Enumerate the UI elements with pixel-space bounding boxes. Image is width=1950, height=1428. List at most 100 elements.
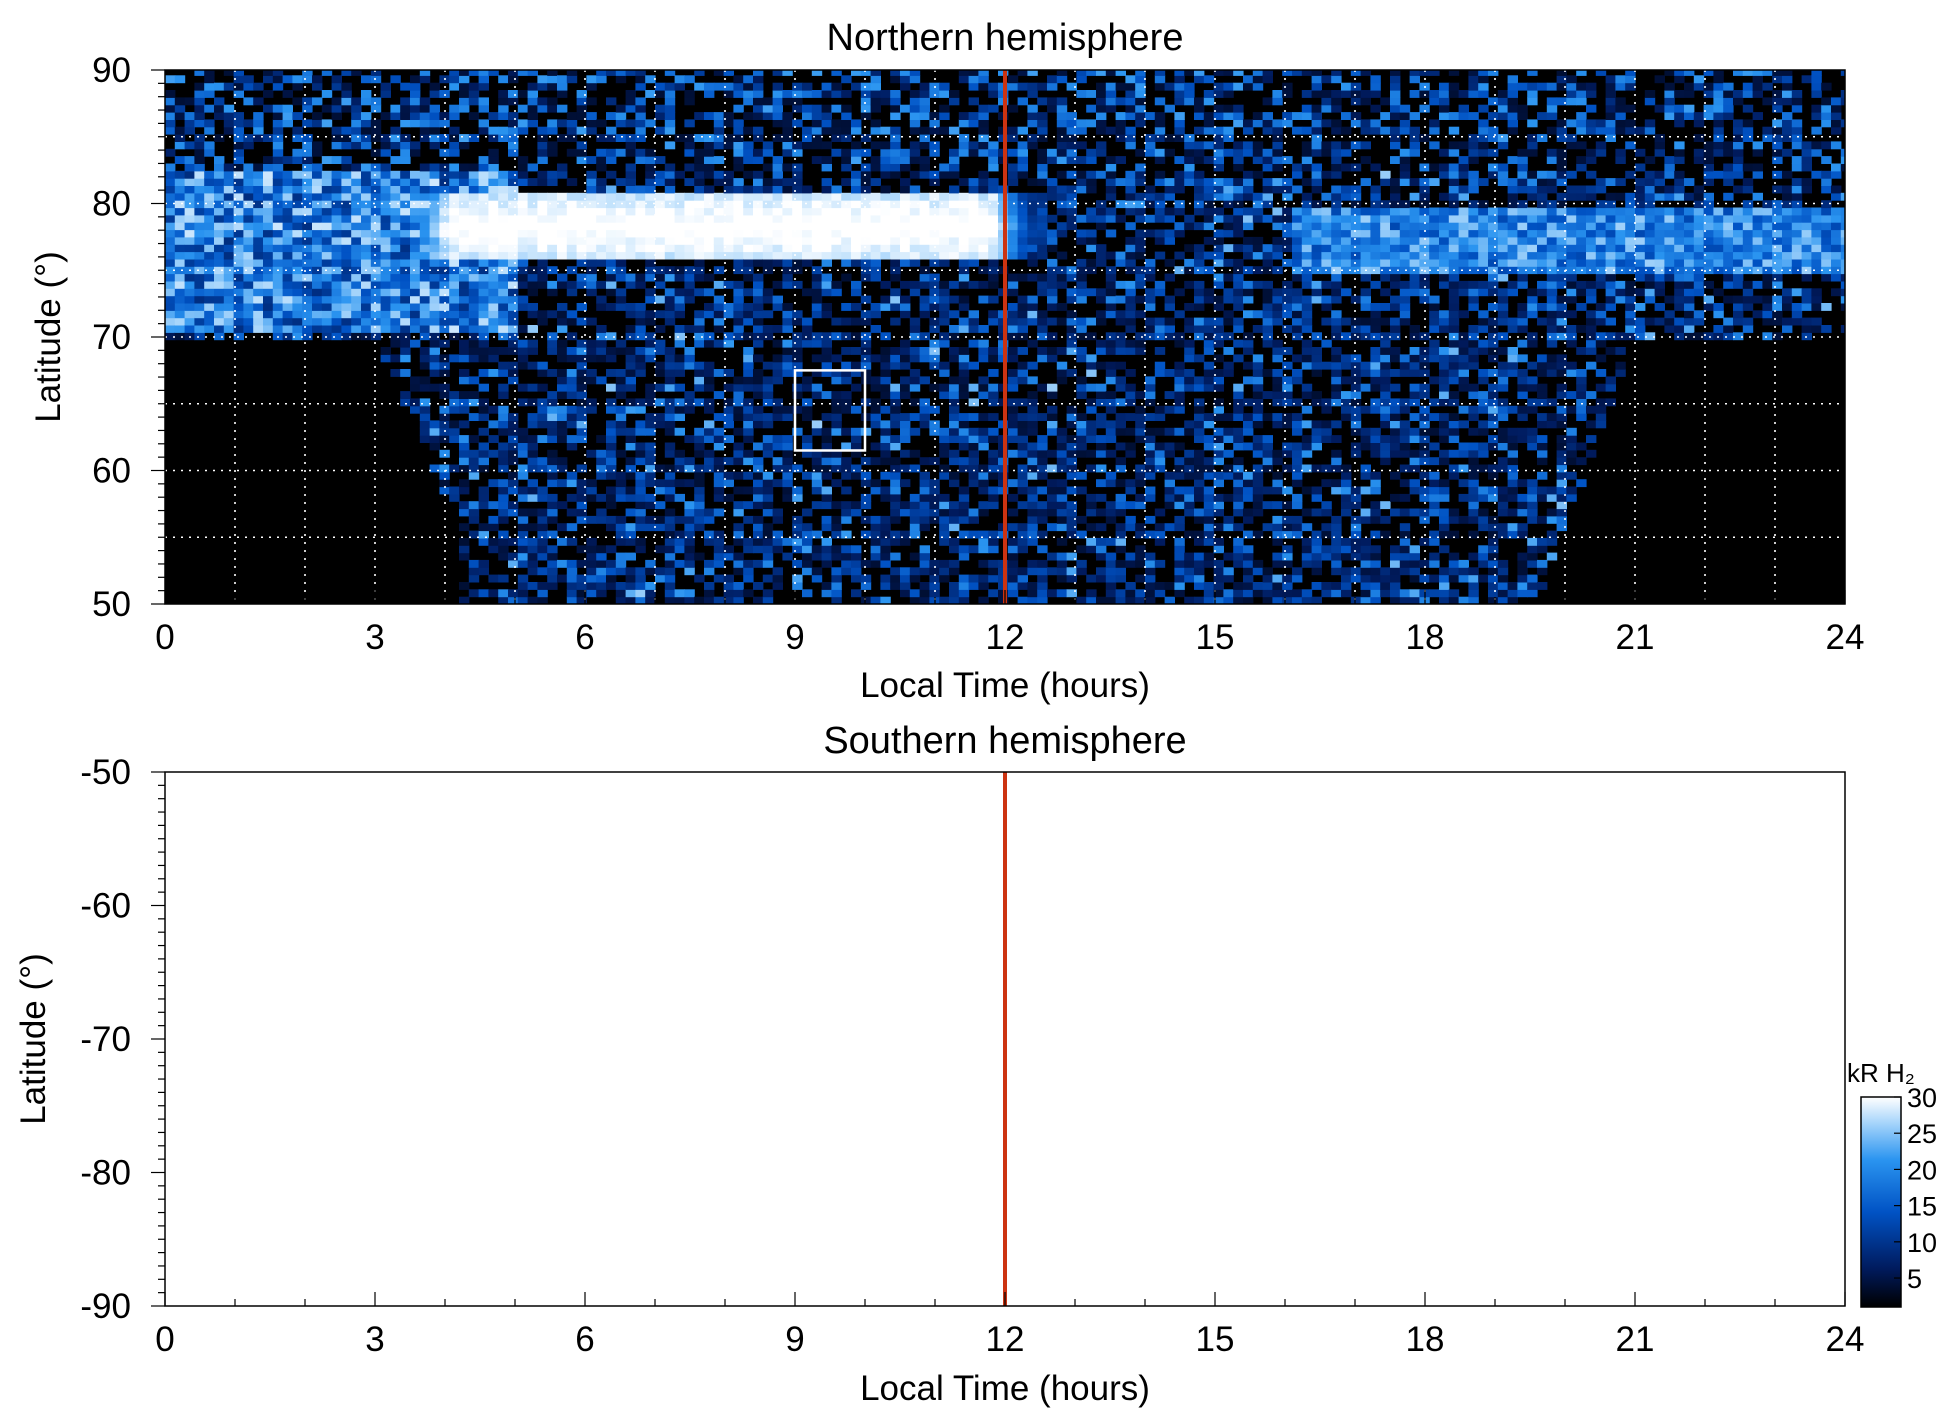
heatmap-cell — [1027, 537, 1038, 546]
heatmap-cell — [949, 244, 960, 253]
heatmap-cell — [1056, 156, 1068, 164]
heatmap-cell — [753, 405, 764, 414]
heatmap-cell — [312, 258, 323, 267]
heatmap-cell — [419, 97, 431, 106]
heatmap-cell — [517, 435, 529, 443]
heatmap-cell — [174, 310, 186, 319]
heatmap-cell — [1056, 369, 1068, 377]
heatmap-cell — [1203, 486, 1215, 495]
heatmap-cell — [1154, 530, 1166, 539]
heatmap-cell — [841, 258, 852, 267]
heatmap-cell — [625, 244, 636, 253]
heatmap-cell — [174, 178, 186, 186]
heatmap-cell — [1037, 559, 1048, 568]
heatmap-cell — [968, 325, 979, 333]
heatmap-cell — [743, 317, 754, 326]
heatmap-cell — [1194, 486, 1205, 495]
heatmap-cell — [596, 200, 607, 209]
heatmap-cell — [860, 178, 872, 186]
heatmap-cell — [782, 413, 793, 421]
heatmap-cell — [958, 258, 970, 267]
heatmap-cell — [684, 207, 695, 216]
heatmap-cell — [1135, 347, 1146, 355]
heatmap-cell — [214, 310, 225, 319]
heatmap-cell — [390, 104, 401, 113]
heatmap-cell — [615, 273, 627, 282]
heatmap-cell — [429, 280, 440, 289]
heatmap-cell — [949, 200, 960, 209]
heatmap-cell — [1105, 207, 1117, 216]
heatmap-cell — [625, 369, 636, 377]
heatmap-cell — [988, 435, 999, 443]
heatmap-cell — [1272, 347, 1283, 355]
heatmap-cell — [459, 303, 470, 311]
heatmap-cell — [664, 104, 676, 113]
heatmap-cell — [1027, 317, 1038, 326]
heatmap-cell — [1194, 574, 1205, 583]
heatmap-cell — [851, 303, 862, 311]
heatmap-cell — [841, 134, 852, 142]
heatmap-cell — [1037, 192, 1048, 201]
heatmap-cell — [184, 222, 195, 231]
heatmap-cell — [1007, 236, 1019, 245]
heatmap-cell — [1037, 280, 1048, 289]
heatmap-cell — [733, 222, 744, 231]
heatmap-cell — [664, 574, 676, 583]
heatmap-cell — [909, 354, 921, 363]
heatmap-cell — [400, 97, 411, 106]
heatmap-cell — [978, 383, 989, 392]
heatmap-cell — [782, 90, 793, 98]
heatmap-cell — [1203, 75, 1215, 84]
heatmap-cell — [762, 413, 774, 421]
heatmap-cell — [1203, 112, 1215, 120]
heatmap-cell — [958, 192, 970, 201]
heatmap-cell — [831, 354, 842, 363]
heatmap-cell — [1252, 391, 1264, 399]
heatmap-cell — [1135, 229, 1146, 238]
heatmap-cell — [488, 192, 499, 201]
heatmap-cell — [508, 90, 519, 98]
heatmap-cell — [566, 75, 578, 84]
heatmap-cell — [821, 90, 832, 98]
heatmap-cell — [890, 236, 901, 245]
heatmap-cell — [1027, 493, 1038, 502]
heatmap-cell — [351, 141, 362, 150]
heatmap-cell — [880, 596, 891, 604]
heatmap-cell — [949, 156, 960, 164]
heatmap-cell — [900, 449, 911, 458]
heatmap-cell — [978, 75, 989, 84]
heatmap-cell — [890, 214, 901, 223]
heatmap-cell — [988, 347, 999, 355]
heatmap-cell — [870, 200, 881, 209]
heatmap-cell — [831, 126, 842, 135]
heatmap-cell — [880, 303, 891, 311]
heatmap-cell — [929, 508, 940, 517]
heatmap-cell — [958, 273, 970, 282]
heatmap-cell — [1105, 501, 1117, 510]
heatmap-cell — [1066, 214, 1077, 223]
heatmap-cell — [566, 559, 578, 568]
heatmap-cell — [272, 280, 284, 289]
heatmap-cell — [1086, 405, 1097, 414]
heatmap-cell — [468, 515, 480, 524]
heatmap-cell — [1184, 530, 1195, 539]
heatmap-cell — [1213, 280, 1224, 289]
heatmap-cell — [949, 537, 960, 546]
heatmap-cell — [782, 361, 793, 370]
heatmap-cell — [821, 391, 832, 399]
heatmap-cell — [1076, 530, 1087, 539]
heatmap-cell — [762, 537, 774, 546]
heatmap-cell — [958, 112, 970, 120]
heatmap-cell — [165, 112, 176, 120]
heatmap-cell — [684, 464, 695, 473]
heatmap-cell — [655, 236, 666, 245]
heatmap-cell — [880, 192, 891, 201]
heatmap-cell — [410, 317, 421, 326]
heatmap-cell — [694, 185, 705, 194]
heatmap-cell — [694, 148, 705, 157]
heatmap-cell — [1076, 273, 1087, 282]
heatmap-cell — [1223, 552, 1234, 561]
heatmap-cell — [635, 236, 646, 245]
heatmap-cell — [1252, 582, 1264, 590]
heatmap-cell — [566, 310, 578, 319]
